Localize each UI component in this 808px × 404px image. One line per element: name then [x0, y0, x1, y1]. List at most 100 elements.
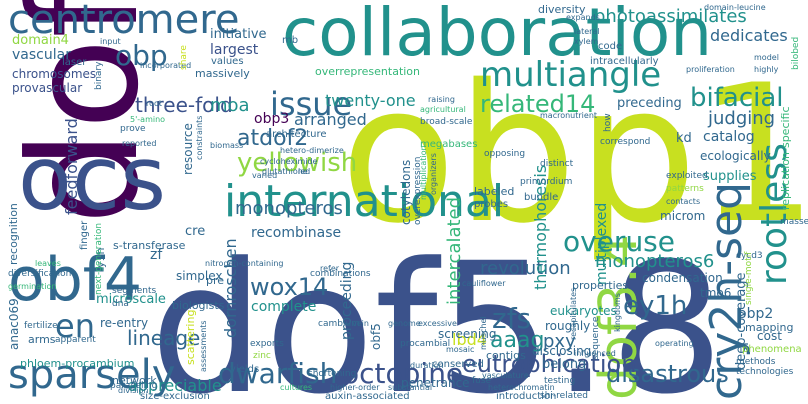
- word-monopteros6: monopteros6: [595, 251, 715, 272]
- word-division: division: [118, 386, 149, 395]
- word-varied: varied: [252, 171, 278, 180]
- word-zinc: zinc: [253, 351, 271, 361]
- word-led: led: [298, 167, 311, 176]
- word-zf: zf: [150, 247, 163, 263]
- word-wox14: wox14: [250, 273, 329, 301]
- word-phloem-procambium: phloem-procambium: [20, 357, 135, 370]
- word-intracellularly: intracellularly: [590, 56, 659, 67]
- word-kingdoms: kingdoms: [613, 293, 622, 332]
- word-domain4: domain4: [12, 33, 69, 48]
- word-massively: massively: [195, 67, 250, 80]
- word-distinct: distinct: [540, 159, 574, 169]
- word-contacts: contacts: [666, 197, 701, 206]
- word-related14: related14: [480, 90, 596, 118]
- word-methods: methods: [736, 357, 776, 367]
- word-cultures: cultures: [280, 383, 313, 392]
- word-octopine: octopine: [342, 357, 464, 390]
- word-issue: issue: [270, 85, 353, 123]
- word-prove: prove: [120, 124, 146, 134]
- word-higher-order: higher-order: [330, 383, 380, 392]
- word-centromere: centromere: [8, 0, 240, 43]
- word-mb: mb: [282, 35, 299, 46]
- word-finger: finger: [79, 220, 90, 250]
- word-intercalated: intercalated: [444, 196, 465, 305]
- word-multiplication: multiplication: [419, 145, 428, 200]
- word-broad-scale: broad-scale: [420, 117, 473, 127]
- word-duration: duration: [410, 361, 444, 370]
- word-glutathione: glutathione: [262, 167, 308, 176]
- word-dof5-8: dof5.8: [150, 225, 725, 404]
- word-disastrous: disastrous: [606, 360, 729, 388]
- word-reported: reported: [122, 139, 157, 148]
- word-code: code: [598, 41, 623, 52]
- word-aaag: aaag: [490, 328, 545, 353]
- word-arms: arms: [28, 333, 56, 346]
- word-atdof2: atdof2: [237, 126, 309, 151]
- word-contigs: contigs: [486, 349, 526, 362]
- word-how: how: [603, 113, 613, 132]
- word-xylem: xylem: [574, 37, 599, 46]
- word-arranged: arranged: [294, 110, 367, 129]
- word-correspond: correspond: [600, 137, 651, 147]
- word-paralleling: paralleling: [110, 381, 158, 391]
- word-fuse: fuse: [472, 376, 492, 386]
- word-obp1: obp1: [340, 44, 808, 265]
- word-model: model: [754, 53, 779, 62]
- word-initiative: initiative: [210, 27, 267, 42]
- word-introduction: introduction: [496, 391, 557, 402]
- word-recombinase: recombinase: [251, 225, 342, 241]
- word-ocs: ocs: [18, 127, 167, 230]
- word-re-entry: re-entry: [100, 316, 149, 330]
- word-cycloheximide: cycloheximide: [260, 157, 318, 166]
- word-organizers: organizers: [429, 153, 438, 195]
- word-catalog: catalog: [703, 129, 755, 145]
- word-microm: microm: [660, 209, 706, 223]
- word-technologies: technologies: [736, 367, 794, 377]
- word-substantial: substantial: [388, 383, 433, 392]
- word-raising: raising: [428, 95, 455, 104]
- word-bundle: bundle: [524, 192, 559, 203]
- word-microscale: microscale: [96, 292, 166, 307]
- word-yields: yields: [230, 364, 260, 375]
- word-assessments: assessments: [199, 320, 208, 372]
- word-cauliflower: cauliflower: [462, 279, 506, 288]
- word-lbd4: lbd4: [452, 330, 487, 349]
- word-values: values: [211, 56, 244, 67]
- word-properties: properties: [572, 279, 629, 292]
- word-preceding: preceding: [617, 96, 682, 111]
- word-overuse: overuse: [563, 225, 675, 258]
- word-international: international: [224, 176, 505, 227]
- word-twenty-one: twenty-one: [325, 91, 416, 110]
- word-obp2: obp2: [738, 306, 774, 322]
- word-screening: screening: [438, 327, 497, 341]
- word-proliferation: proliferation: [686, 65, 735, 74]
- word-supplies: supplies: [703, 169, 757, 184]
- word-germination: germination: [8, 282, 57, 291]
- word-penetrance: penetrance: [401, 376, 470, 390]
- word-vein: vein: [352, 319, 369, 328]
- word-obp3: obp3: [254, 111, 290, 127]
- word-constraints: constraints: [195, 115, 204, 160]
- word-photoassimilates: photoassimilates: [594, 6, 747, 27]
- word-overrepresentation: overrepresentation: [315, 65, 421, 78]
- word-incorporated: incorporated: [140, 61, 192, 70]
- word-shi-related: shi-related: [540, 391, 588, 401]
- word-exports: exports: [250, 339, 284, 349]
- word-binary: binary: [94, 61, 104, 90]
- word-obf5: obf5: [369, 323, 383, 350]
- word-hetero-dimerize: hetero-dimerize: [280, 146, 344, 155]
- word-input: input: [100, 37, 121, 46]
- word-agricultural: agricultural: [420, 105, 466, 114]
- word-lateral: lateral: [574, 27, 600, 36]
- word-diversification: diversification: [8, 269, 72, 279]
- word-architecture: architecture: [266, 129, 327, 140]
- word-procambial: procambial: [400, 339, 451, 349]
- word-primordium: primordium: [520, 177, 573, 187]
- word-next-generation: next-generation: [94, 222, 104, 295]
- word-opposing: opposing: [484, 149, 526, 159]
- word-megabases: megabases: [420, 139, 478, 150]
- word-refer: refer: [320, 264, 340, 273]
- word-cambium: cambium: [318, 319, 360, 329]
- word-obf4: obf4: [8, 245, 143, 315]
